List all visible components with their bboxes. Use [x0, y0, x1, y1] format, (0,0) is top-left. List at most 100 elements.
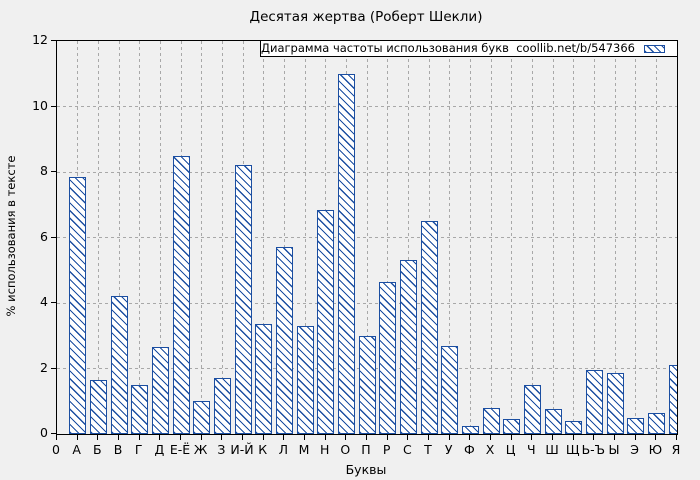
x-tick-label: Е-Ё	[169, 442, 191, 457]
x-tick-label: 0	[52, 442, 60, 457]
bar-С	[399, 260, 417, 434]
x-axis-tick	[56, 435, 57, 440]
v-gridline	[263, 41, 265, 434]
v-gridline	[511, 41, 513, 434]
v-gridline	[593, 41, 595, 434]
x-tick-label: Щ	[565, 442, 580, 457]
y-tick-label: 12	[32, 32, 48, 47]
x-axis-tick	[262, 435, 264, 440]
y-tick-label: 4	[40, 294, 48, 309]
v-gridline	[449, 41, 451, 434]
x-axis-tick	[448, 435, 450, 440]
v-gridline	[655, 41, 657, 434]
y-axis-tick	[51, 105, 56, 107]
v-gridline	[552, 41, 554, 434]
v-gridline	[304, 41, 306, 434]
x-axis-tick	[345, 435, 347, 440]
bar-Ш	[544, 409, 562, 434]
x-tick-label: У	[444, 442, 453, 457]
bar-Ь-Ъ	[585, 370, 603, 434]
bar-К	[255, 324, 273, 434]
bar-Ж	[193, 401, 211, 434]
x-axis-tick	[490, 435, 491, 440]
x-axis-tick	[510, 435, 512, 440]
x-tick-label: Ы	[608, 442, 620, 457]
bar-Щ	[565, 420, 583, 434]
x-tick-label: Ь-Ъ	[581, 442, 606, 457]
x-tick-label: К	[258, 442, 268, 457]
v-gridline	[490, 41, 492, 434]
bar-Ф	[461, 425, 479, 434]
x-tick-label: И-Й	[230, 442, 254, 457]
bar-Е-Ё	[172, 155, 190, 434]
x-axis-label: Буквы	[345, 462, 387, 477]
bar-У	[441, 345, 459, 434]
x-tick-label: Д	[154, 442, 165, 457]
bar-И-Й	[234, 165, 252, 434]
v-gridline	[676, 41, 677, 434]
y-axis-tick	[51, 367, 56, 369]
v-gridline	[407, 41, 409, 434]
bar-А	[69, 176, 87, 434]
bar-Д	[151, 347, 169, 434]
x-axis-tick	[283, 435, 285, 440]
x-tick-label: Ю	[648, 442, 663, 457]
x-axis-tick	[386, 435, 388, 440]
x-axis-tick	[572, 435, 574, 440]
bar-Х	[482, 407, 500, 434]
x-axis-tick	[118, 435, 119, 440]
bar-Т	[420, 221, 438, 434]
bar-Ы	[606, 373, 624, 434]
v-gridline	[97, 41, 99, 434]
bar-Р	[379, 281, 397, 434]
x-tick-label: С	[402, 442, 412, 457]
x-axis-tick	[366, 435, 367, 440]
x-tick-label: Ш	[545, 442, 559, 457]
x-axis-tick	[159, 435, 161, 440]
x-axis-tick	[200, 435, 202, 440]
x-axis-tick	[469, 435, 471, 440]
bar-В	[110, 296, 128, 434]
v-gridline	[573, 41, 575, 434]
x-tick-label: Н	[319, 442, 330, 457]
x-tick-label: Г	[134, 442, 143, 457]
x-tick-label: А	[72, 442, 81, 457]
x-tick-label: П	[361, 442, 371, 457]
x-tick-label: З	[217, 442, 226, 457]
y-axis-tick	[51, 302, 56, 303]
bar-Л	[275, 247, 293, 434]
y-axis-tick	[51, 171, 56, 172]
v-gridline	[283, 41, 285, 434]
x-axis-tick	[242, 435, 243, 440]
x-axis-tick	[407, 435, 409, 440]
x-axis-tick	[304, 435, 305, 440]
y-tick-label: 0	[40, 425, 48, 440]
bar-Я	[668, 365, 677, 434]
bar-Б	[89, 379, 107, 434]
bar-Ю	[647, 412, 665, 434]
v-gridline	[221, 41, 223, 434]
x-tick-label: Т	[424, 442, 432, 457]
x-tick-label: Ф	[463, 442, 475, 457]
y-axis-tick	[51, 433, 56, 434]
y-tick-label: 8	[40, 163, 48, 178]
v-gridline	[139, 41, 141, 434]
bar-О	[337, 73, 355, 434]
v-gridline	[614, 41, 616, 434]
bar-З	[213, 378, 231, 434]
x-tick-label: Б	[93, 442, 102, 457]
x-tick-label: Ч	[527, 442, 536, 457]
x-tick-label: Р	[382, 442, 391, 457]
x-tick-label: Я	[671, 442, 681, 457]
x-tick-label: Л	[278, 442, 289, 457]
x-axis-tick	[593, 435, 595, 440]
x-axis-tick	[634, 435, 636, 440]
x-axis-tick	[655, 435, 657, 440]
x-axis-tick	[221, 435, 223, 440]
x-axis-tick	[531, 435, 533, 440]
bar-Ц	[503, 419, 521, 434]
chart-title: Десятая жертва (Роберт Шекли)	[249, 9, 483, 25]
x-tick-label: В	[113, 442, 123, 457]
y-tick-label: 10	[32, 97, 48, 113]
